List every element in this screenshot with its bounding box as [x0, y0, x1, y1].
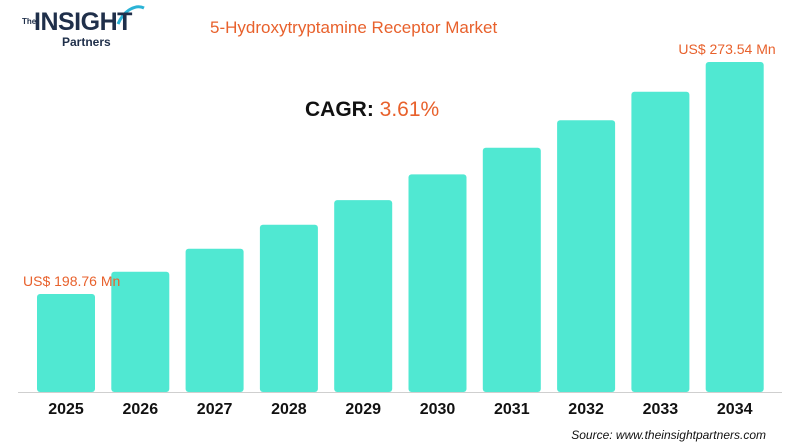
x-tick-label: 2030: [420, 401, 456, 418]
x-tick-label: 2029: [345, 401, 381, 418]
logo-wordmark: INSIGHT: [34, 8, 132, 36]
x-tick-label: 2027: [197, 401, 233, 418]
cagr-label: CAGR:: [305, 98, 374, 121]
bar-2029: [334, 200, 393, 392]
x-tick-label: 2025: [48, 401, 84, 418]
source-note: Source: www.theinsightpartners.com: [571, 428, 766, 442]
bar-2034: [705, 62, 764, 392]
brand-logo: The INSIGHT Partners: [22, 5, 152, 56]
logo-partners: Partners: [62, 35, 111, 49]
x-tick-label: 2033: [643, 401, 679, 418]
logo-the: The: [22, 17, 37, 26]
x-tick-label: 2026: [123, 401, 159, 418]
bar-2031: [482, 147, 541, 392]
x-tick-label: 2031: [494, 401, 530, 418]
bar-2027: [185, 248, 244, 392]
bar-2032: [557, 120, 616, 392]
bar-2033: [631, 91, 690, 392]
bar-2026: [111, 271, 170, 392]
bar-2025: [37, 294, 95, 392]
x-tick-label: 2028: [271, 401, 307, 418]
data-label: US$ 198.76 Mn: [23, 273, 120, 289]
chart-title: 5-Hydroxytryptamine Receptor Market: [210, 18, 498, 37]
bar-2030: [408, 174, 467, 392]
data-label: US$ 273.54 Mn: [678, 41, 775, 57]
cagr-value: 3.61%: [379, 98, 440, 121]
swoosh-icon: [116, 5, 145, 25]
bar-2028: [259, 224, 318, 392]
x-tick-label: 2032: [568, 401, 604, 418]
x-tick-label: 2034: [717, 401, 753, 418]
cagr-annotation: CAGR: 3.61%: [305, 98, 439, 122]
